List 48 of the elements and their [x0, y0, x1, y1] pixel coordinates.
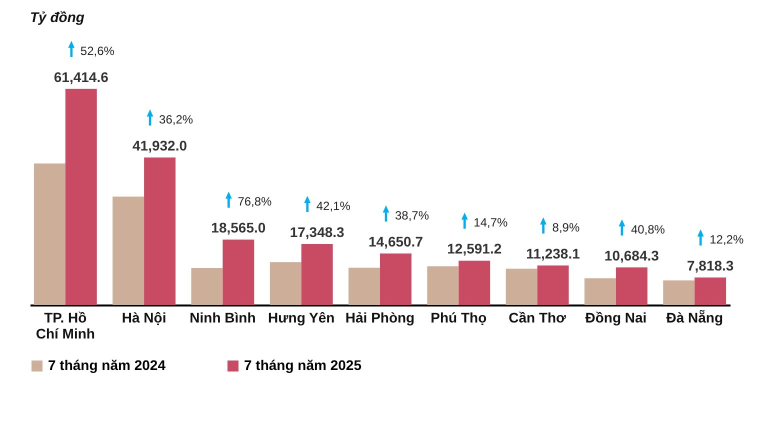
- x-tick-label: Hà Nội: [122, 310, 166, 326]
- annotation: 38,7%: [395, 208, 430, 222]
- x-tick-label: Đồng Nai: [585, 310, 647, 326]
- legend-label: 7 tháng năm 2025: [244, 357, 362, 373]
- annotation: 8,9%: [552, 220, 580, 234]
- annotation: 36,2%: [159, 112, 194, 126]
- text: 52,6%: [80, 44, 115, 58]
- bar: [270, 262, 302, 305]
- bar: [222, 240, 254, 305]
- bar: [112, 196, 144, 305]
- annotation: 40,8%: [630, 222, 666, 236]
- bar: [301, 244, 333, 305]
- data-label: 7,818.3: [686, 257, 734, 274]
- data-label: 41,932.0: [132, 137, 188, 154]
- bar: [616, 267, 648, 305]
- bar: [191, 268, 223, 305]
- data-label: 61,414.6: [54, 68, 109, 85]
- x-tick-label: Cần Thơ: [508, 310, 566, 326]
- bar: [380, 253, 412, 305]
- x-tick-label: Hải Phòng: [345, 310, 415, 326]
- bar: [65, 88, 97, 305]
- x-tick-label: Phú Thọ: [430, 310, 487, 326]
- data-label: 10,684.3: [604, 247, 660, 264]
- bar: [348, 268, 380, 305]
- x-tick-label: Đà Nẵng: [666, 310, 724, 326]
- bar: [663, 280, 695, 305]
- y-axis-title: Tỷ đồng: [30, 8, 85, 25]
- x-tick-label: Hưng Yên: [268, 310, 335, 326]
- data-label: 12,591.2: [447, 240, 502, 257]
- bar: [34, 164, 66, 305]
- annotation: 76,8%: [238, 194, 272, 209]
- data-label: 11,238.1: [526, 245, 580, 262]
- annotation: 12,2%: [710, 232, 744, 246]
- bar: [506, 268, 538, 305]
- bar: [584, 278, 616, 305]
- bar: [694, 277, 726, 305]
- legend-label: 7 tháng năm 2024: [48, 357, 166, 373]
- x-tick-label: TP. Hồ Chí Minh: [36, 310, 95, 342]
- annotation: 42,1%: [316, 198, 351, 213]
- annotation: 14,7%: [474, 216, 508, 230]
- data-label: 18,565.0: [211, 220, 266, 236]
- bar: [144, 157, 176, 305]
- bar: [427, 266, 459, 305]
- bar: [537, 265, 569, 305]
- data-label: 14,650.7: [368, 233, 424, 250]
- x-tick-label: Ninh Bình: [190, 310, 256, 326]
- data-label: 17,348.3: [290, 224, 345, 240]
- bar: [458, 260, 490, 305]
